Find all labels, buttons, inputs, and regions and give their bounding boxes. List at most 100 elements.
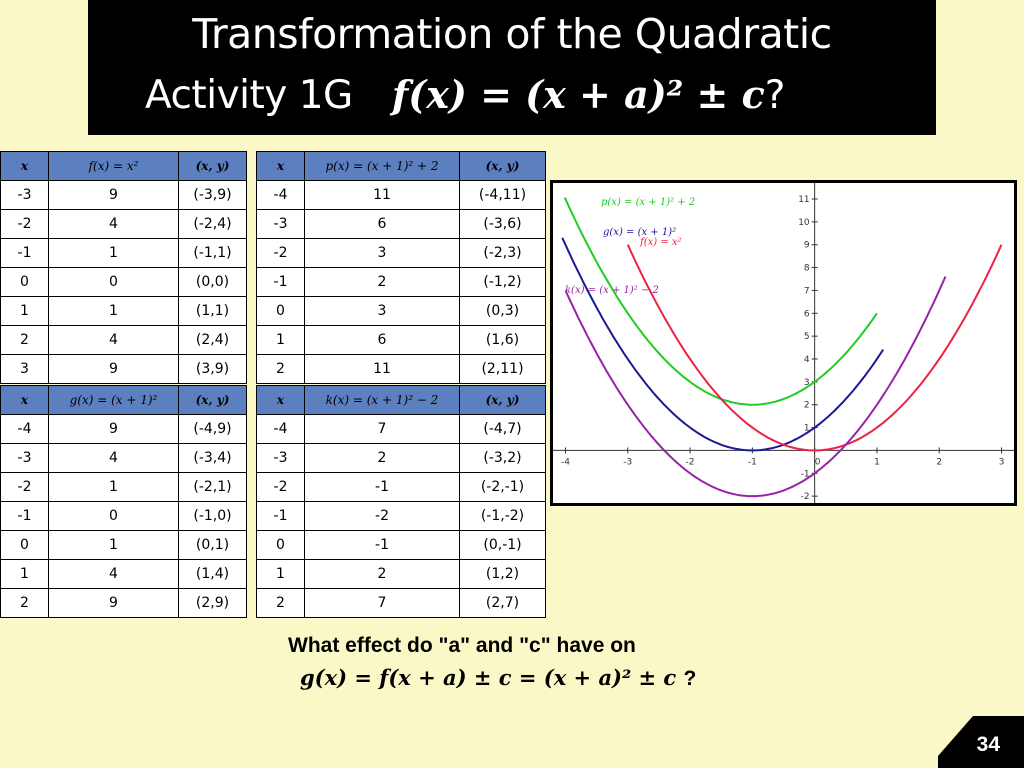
x-tick-label: 2 bbox=[936, 457, 942, 467]
series-label: k(x) = (x + 1)² − 2 bbox=[565, 285, 659, 296]
question-mark: ? bbox=[683, 667, 697, 690]
table-cell: -2 bbox=[256, 238, 305, 268]
table-cell: (0,3) bbox=[459, 296, 546, 326]
table-row: -1 1 (-1,1) bbox=[0, 238, 247, 268]
table-cell: -2 bbox=[0, 472, 49, 502]
table-row: -2 1 (-2,1) bbox=[0, 472, 247, 502]
table-row: -2 -1 (-2,-1) bbox=[256, 472, 546, 502]
table-cell: (-1,-2) bbox=[459, 501, 546, 531]
table-cell: (1,4) bbox=[178, 559, 247, 589]
table-cell: 2 bbox=[304, 559, 460, 589]
table-cell: -3 bbox=[0, 443, 49, 473]
table-g-header-cell: (x, y) bbox=[178, 385, 247, 415]
slide-subtitle: Activity 1G f(x) = (x + a)² ± c? bbox=[145, 72, 785, 118]
table-cell: (0,0) bbox=[178, 267, 247, 297]
table-cell: (-3,9) bbox=[178, 180, 247, 210]
table-cell: 2 bbox=[0, 588, 49, 618]
table-cell: 0 bbox=[48, 267, 179, 297]
table-cell: 11 bbox=[304, 354, 460, 384]
table-cell: (-2,-1) bbox=[459, 472, 546, 502]
table-p-header-cell: x bbox=[256, 151, 305, 181]
table-cell: 4 bbox=[48, 559, 179, 589]
table-cell: 6 bbox=[304, 325, 460, 355]
table-k-header: x k(x) = (x + 1)² − 2 (x, y) bbox=[256, 385, 546, 415]
table-cell: -1 bbox=[0, 238, 49, 268]
table-cell: (2,4) bbox=[178, 325, 247, 355]
table-cell: 7 bbox=[304, 414, 460, 444]
activity-label: Activity 1G bbox=[145, 73, 353, 118]
table-cell: 0 bbox=[256, 530, 305, 560]
x-tick-label: 1 bbox=[874, 457, 880, 467]
table-row: 0 3 (0,3) bbox=[256, 296, 546, 326]
table-row: 1 2 (1,2) bbox=[256, 559, 546, 589]
question-formula: g(x) = f(x + a) ± c = (x + a)² ± c bbox=[300, 665, 677, 690]
table-cell: -1 bbox=[256, 501, 305, 531]
table-row: 1 6 (1,6) bbox=[256, 325, 546, 355]
series-label: p(x) = (x + 1)² + 2 bbox=[601, 197, 695, 208]
table-k-header-cell: k(x) = (x + 1)² − 2 bbox=[304, 385, 460, 415]
table-cell: 2 bbox=[256, 354, 305, 384]
y-tick-label: 10 bbox=[798, 218, 810, 228]
table-cell: 3 bbox=[304, 238, 460, 268]
table-cell: 2 bbox=[256, 588, 305, 618]
table-cell: 3 bbox=[304, 296, 460, 326]
table-cell: -1 bbox=[0, 501, 49, 531]
table-cell: (-3,2) bbox=[459, 443, 546, 473]
table-row: -4 11 (-4,11) bbox=[256, 180, 546, 210]
table-row: 0 -1 (0,-1) bbox=[256, 530, 546, 560]
y-tick-label: -2 bbox=[801, 492, 810, 502]
table-p-header-cell: p(x) = (x + 1)² + 2 bbox=[304, 151, 460, 181]
table-cell: (-1,1) bbox=[178, 238, 247, 268]
table-cell: 1 bbox=[0, 559, 49, 589]
x-tick-label: -1 bbox=[748, 457, 757, 467]
table-g-header: x g(x) = (x + 1)² (x, y) bbox=[0, 385, 247, 415]
table-cell: 2 bbox=[304, 443, 460, 473]
x-tick-label: 3 bbox=[999, 457, 1005, 467]
table-row: 2 11 (2,11) bbox=[256, 354, 546, 384]
table-cell: 9 bbox=[48, 354, 179, 384]
table-cell: -2 bbox=[304, 501, 460, 531]
table-row: 2 7 (2,7) bbox=[256, 588, 546, 618]
table-f-values: x f(x) = x² (x, y) -3 9 (-3,9) -2 4 (-2,4) -1 1 (-1… bbox=[0, 151, 247, 384]
table-cell: 4 bbox=[48, 325, 179, 355]
table-f-header-cell: x bbox=[0, 151, 49, 181]
title-box: Transformation of the Quadratic Activity… bbox=[88, 0, 936, 135]
series-line bbox=[561, 237, 885, 452]
table-cell: (1,2) bbox=[459, 559, 546, 589]
table-cell: (2,11) bbox=[459, 354, 546, 384]
series-line bbox=[564, 276, 947, 498]
table-cell: 4 bbox=[48, 443, 179, 473]
table-row: -3 4 (-3,4) bbox=[0, 443, 247, 473]
x-tick-label: -3 bbox=[623, 457, 632, 467]
y-tick-label: 8 bbox=[804, 264, 810, 274]
y-tick-label: 1 bbox=[804, 424, 810, 434]
table-k-header-cell: (x, y) bbox=[459, 385, 546, 415]
table-cell: 9 bbox=[48, 180, 179, 210]
table-cell: (-4,9) bbox=[178, 414, 247, 444]
table-cell: -3 bbox=[256, 443, 305, 473]
table-row: -4 9 (-4,9) bbox=[0, 414, 247, 444]
table-cell: 1 bbox=[256, 559, 305, 589]
table-cell: 0 bbox=[48, 501, 179, 531]
table-cell: 1 bbox=[48, 530, 179, 560]
series-label: f(x) = x² bbox=[639, 237, 682, 248]
table-p-values: x p(x) = (x + 1)² + 2 (x, y) -4 11 (-4,11) -3 6… bbox=[256, 151, 546, 384]
table-cell: 4 bbox=[48, 209, 179, 239]
table-g-header-cell: g(x) = (x + 1)² bbox=[48, 385, 179, 415]
table-cell: 3 bbox=[0, 354, 49, 384]
table-cell: (-3,4) bbox=[178, 443, 247, 473]
y-tick-label: 3 bbox=[804, 378, 810, 388]
table-cell: (-2,3) bbox=[459, 238, 546, 268]
table-cell: -1 bbox=[304, 472, 460, 502]
table-g-values: x g(x) = (x + 1)² (x, y) -4 9 (-4,9) -3 4 (-3,4)… bbox=[0, 385, 247, 618]
table-cell: (-2,1) bbox=[178, 472, 247, 502]
table-cell: 0 bbox=[0, 267, 49, 297]
table-row: 1 4 (1,4) bbox=[0, 559, 247, 589]
table-cell: 1 bbox=[48, 238, 179, 268]
table-cell: 9 bbox=[48, 414, 179, 444]
table-cell: -4 bbox=[256, 414, 305, 444]
y-tick-label: -1 bbox=[801, 469, 810, 479]
table-row: -3 6 (-3,6) bbox=[256, 209, 546, 239]
question-line2: g(x) = f(x + a) ± c = (x + a)² ± c ? bbox=[300, 665, 696, 691]
table-cell: -4 bbox=[0, 414, 49, 444]
